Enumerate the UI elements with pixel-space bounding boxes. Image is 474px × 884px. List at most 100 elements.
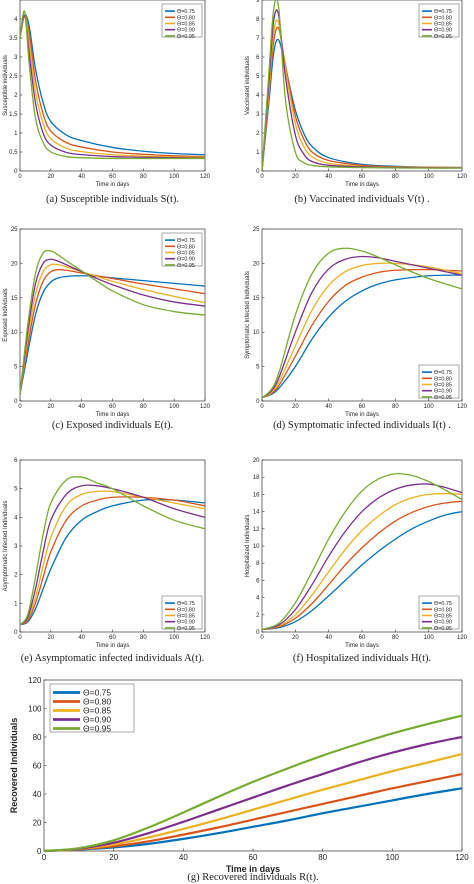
x-tick-label: 40 <box>325 404 332 410</box>
x-axis-label: Time in days <box>345 643 379 649</box>
chart-2: 0 20 40 60 80 100 120 0 1 2 3 4 5 6 7 8 9 Time in days Vac… <box>245 0 468 205</box>
x-tick-label: 40 <box>325 174 332 180</box>
legend: Θ=0.75Θ=0.80Θ=0.85Θ=0.90Θ=0.95 <box>418 3 460 40</box>
x-tick-label: 120 <box>457 635 468 641</box>
legend-box <box>161 595 203 630</box>
x-tick-label: 20 <box>292 635 299 641</box>
legend-label-4: Θ=0.90 <box>83 715 111 725</box>
chart-3: 0 20 40 60 80 100 120 0 5 10 15 20 25 Time in days Exp… <box>3 227 211 431</box>
y-tick-label: 1 <box>14 131 18 137</box>
y-tick-label: 15 <box>253 296 260 302</box>
legend-label-1: Θ=0.75 <box>177 601 195 607</box>
legend: Θ=0.75Θ=0.80Θ=0.85Θ=0.90Θ=0.95 <box>49 683 135 734</box>
chart-6: 0 20 40 60 80 100 120 0 2 4 6 8 10 12 14 16 18 20 Time in … <box>245 458 468 664</box>
legend-label-4: Θ=0.90 <box>177 257 195 263</box>
series-line-5 <box>19 10 205 160</box>
x-tick-label: 0 <box>18 635 22 641</box>
legend-label-3: Θ=0.85 <box>177 251 195 257</box>
legend-label-5: Θ=0.95 <box>177 34 195 40</box>
legend-label-1: Θ=0.75 <box>434 9 452 15</box>
y-tick-label: 40 <box>33 790 42 799</box>
y-tick-label: 2 <box>14 573 18 579</box>
x-axis-label: Time in days <box>96 643 130 649</box>
y-tick-label: 5 <box>14 487 18 493</box>
x-tick-label: 100 <box>169 635 180 641</box>
y-tick-label: 20 <box>33 819 42 828</box>
y-tick-label: 1 <box>14 601 18 607</box>
y-tick-label: 1.5 <box>9 112 18 118</box>
y-tick-label: 6 <box>256 578 260 584</box>
x-axis-label: Time in days <box>345 412 379 418</box>
x-tick-label: 40 <box>78 174 85 180</box>
x-tick-label: 20 <box>47 404 54 410</box>
x-tick-label: 60 <box>359 174 366 180</box>
y-tick-label: 7 <box>256 36 260 42</box>
x-tick-label: 20 <box>47 174 54 180</box>
y-tick-label: 8 <box>256 561 260 567</box>
x-tick-label: 60 <box>109 404 116 410</box>
legend-label-2: Θ=0.80 <box>177 244 195 250</box>
series-line-2 <box>43 772 463 853</box>
y-tick-label: 4 <box>256 93 260 99</box>
x-tick-label: 20 <box>47 635 54 641</box>
y-tick-label: 25 <box>253 227 260 233</box>
chart-5: 0 20 40 60 80 100 120 0 1 2 3 4 5 6 Time in days Asympt… <box>3 458 211 664</box>
x-tick-label: 40 <box>78 404 85 410</box>
x-tick-label: 80 <box>140 404 147 410</box>
legend-label-5: Θ=0.95 <box>83 724 111 734</box>
y-tick-label: 3 <box>14 55 18 61</box>
y-tick-label: 12 <box>253 527 260 533</box>
y-tick-label: 0 <box>14 630 18 636</box>
x-tick-label: 40 <box>78 635 85 641</box>
series-line-3 <box>261 262 463 399</box>
y-tick-label: 10 <box>253 544 260 550</box>
x-tick-label: 120 <box>200 174 211 180</box>
x-tick-label: 120 <box>200 635 211 641</box>
legend-label-3: Θ=0.85 <box>434 383 452 389</box>
y-tick-label: 0 <box>37 847 42 856</box>
y-tick-label: 1 <box>256 150 260 156</box>
subfigure-caption: (c) Exposed individuals E(t). <box>52 420 173 431</box>
y-tick-label: 3 <box>256 112 260 118</box>
x-tick-label: 80 <box>392 404 399 410</box>
x-tick-label: 120 <box>455 853 469 862</box>
legend-label-3: Θ=0.85 <box>434 22 452 28</box>
y-tick-label: 20 <box>11 261 18 267</box>
x-tick-label: 0 <box>18 174 22 180</box>
y-tick-label: 60 <box>33 762 42 771</box>
x-axis-label: Time in days <box>96 182 130 188</box>
legend-label-3: Θ=0.85 <box>177 22 195 28</box>
y-tick-label: 18 <box>253 475 260 481</box>
x-tick-label: 120 <box>200 404 211 410</box>
subfigure-caption: (g) Recovered individuals R(t). <box>187 872 318 883</box>
y-axis-label: Exposed Individuals <box>3 288 9 341</box>
legend-label-1: Θ=0.75 <box>177 238 195 244</box>
subfigure-caption: (b) Vaccinated individuals V(t) . <box>294 194 429 205</box>
legend-label-5: Θ=0.95 <box>434 626 452 632</box>
y-tick-label: 15 <box>11 296 18 302</box>
legend-label-2: Θ=0.80 <box>434 607 452 613</box>
legend-label-5: Θ=0.95 <box>177 626 195 632</box>
legend-box <box>161 3 203 38</box>
series-line-1 <box>19 498 206 626</box>
chart-7: 0 20 40 60 80 100 120 0 20 40 60 80 100 120 Time in da… <box>9 676 469 883</box>
x-tick-label: 80 <box>392 174 399 180</box>
y-axis-label: Asymptomatic Infected Individuals <box>3 501 9 592</box>
legend-label-4: Θ=0.90 <box>434 28 452 34</box>
x-axis-label: Time in days <box>96 412 130 418</box>
y-tick-label: 0 <box>256 630 260 636</box>
x-tick-label: 120 <box>457 404 468 410</box>
y-axis-label: Symptomatic Infected Individuals <box>245 271 251 359</box>
x-tick-label: 120 <box>457 174 468 180</box>
series-line-1 <box>261 510 463 631</box>
x-tick-label: 80 <box>392 635 399 641</box>
y-tick-label: 6 <box>14 458 18 464</box>
legend: Θ=0.75Θ=0.80Θ=0.85Θ=0.90Θ=0.95 <box>161 232 203 269</box>
y-tick-label: 4 <box>14 17 18 23</box>
subfigure-caption: (e) Asymptomatic infected individuals A(… <box>21 653 204 664</box>
x-tick-label: 0 <box>260 404 264 410</box>
legend-label-2: Θ=0.80 <box>177 15 195 21</box>
series-line-4 <box>19 484 206 626</box>
legend-label-1: Θ=0.75 <box>434 370 452 376</box>
